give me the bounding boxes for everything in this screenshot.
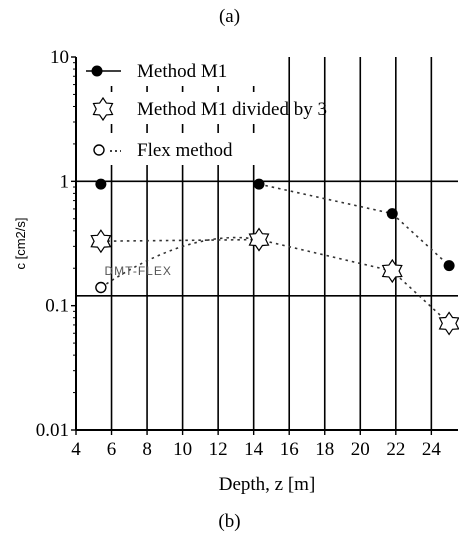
legend-row-bg bbox=[80, 54, 288, 86]
annotations: DMT-FLEX bbox=[105, 264, 172, 278]
grid bbox=[76, 57, 458, 430]
data-point-method-m1-div3 bbox=[90, 229, 112, 254]
x-tick-label: 4 bbox=[71, 439, 81, 460]
y-tick-label: 0.01 bbox=[36, 420, 69, 441]
y-tick-label: 10 bbox=[50, 47, 69, 68]
legend-label: Method M1 bbox=[137, 61, 227, 82]
series-line-method-m1-div3 bbox=[100, 238, 450, 324]
data-point-flex-method bbox=[95, 281, 107, 294]
legend: Method M1 Method M1 divided by 3 Flex meth… bbox=[80, 54, 327, 165]
x-tick-label: 8 bbox=[142, 439, 152, 460]
x-tick-label: 22 bbox=[386, 439, 405, 460]
annotation-label: DMT-FLEX bbox=[105, 264, 172, 278]
data-point-method-m1-div3 bbox=[248, 227, 270, 252]
data-point-method-m1 bbox=[253, 178, 265, 190]
tick-labels: 4 6 8 10 12 14 16 18 20 22 24 0.01 0.1 1 10 bbox=[36, 47, 442, 460]
x-tick-label: 14 bbox=[244, 439, 264, 460]
y-axis-label: c [cm2/s] bbox=[13, 217, 28, 269]
data-point-method-m1 bbox=[95, 178, 107, 190]
data-point-method-m1 bbox=[443, 260, 455, 272]
y-tick-label: 1 bbox=[60, 171, 70, 192]
x-tick-label: 16 bbox=[280, 439, 299, 460]
x-tick-label: 12 bbox=[209, 439, 228, 460]
legend-marker bbox=[91, 65, 103, 77]
series-layer bbox=[90, 178, 459, 336]
legend-marker bbox=[93, 144, 105, 156]
legend-label: Method M1 divided by 3 bbox=[137, 99, 327, 120]
x-axis-label: Depth, z [m] bbox=[219, 474, 316, 495]
caption-bottom: (b) bbox=[218, 511, 241, 532]
y-tick-label: 0.1 bbox=[45, 296, 69, 317]
axes bbox=[71, 56, 458, 435]
data-point-method-m1-div3 bbox=[438, 311, 459, 336]
legend-label: Flex method bbox=[137, 140, 233, 161]
legend-marker bbox=[92, 96, 114, 122]
x-tick-label: 6 bbox=[107, 439, 117, 460]
series-line-method-m1 bbox=[258, 183, 450, 267]
x-tick-label: 24 bbox=[422, 439, 442, 460]
x-tick-label: 18 bbox=[315, 439, 334, 460]
series-line-flex-method bbox=[100, 236, 260, 289]
x-tick-label: 10 bbox=[173, 439, 192, 460]
legend-row-bg bbox=[80, 133, 288, 165]
caption-top: (a) bbox=[218, 6, 241, 27]
data-point-method-m1 bbox=[386, 208, 398, 220]
legend-row-bg bbox=[80, 92, 288, 124]
x-tick-label: 20 bbox=[351, 439, 370, 460]
data-point-method-m1-div3 bbox=[381, 258, 403, 284]
